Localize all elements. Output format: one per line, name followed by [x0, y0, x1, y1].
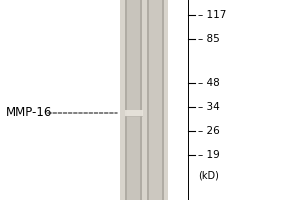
Bar — [124, 116, 142, 117]
Text: – 34: – 34 — [198, 102, 220, 112]
Bar — [161, 0, 164, 200]
Text: – 117: – 117 — [198, 10, 226, 20]
Bar — [120, 0, 168, 200]
Text: – 85: – 85 — [198, 34, 220, 44]
Text: MMP-16: MMP-16 — [6, 106, 52, 119]
Text: – 26: – 26 — [198, 126, 220, 136]
Bar — [147, 0, 149, 200]
Bar — [124, 0, 127, 200]
Bar — [124, 110, 142, 116]
Text: – 48: – 48 — [198, 78, 220, 88]
Bar — [140, 0, 142, 200]
Bar — [127, 0, 140, 200]
Text: – 19: – 19 — [198, 150, 220, 160]
Text: (kD): (kD) — [198, 170, 219, 180]
Bar — [149, 0, 161, 200]
